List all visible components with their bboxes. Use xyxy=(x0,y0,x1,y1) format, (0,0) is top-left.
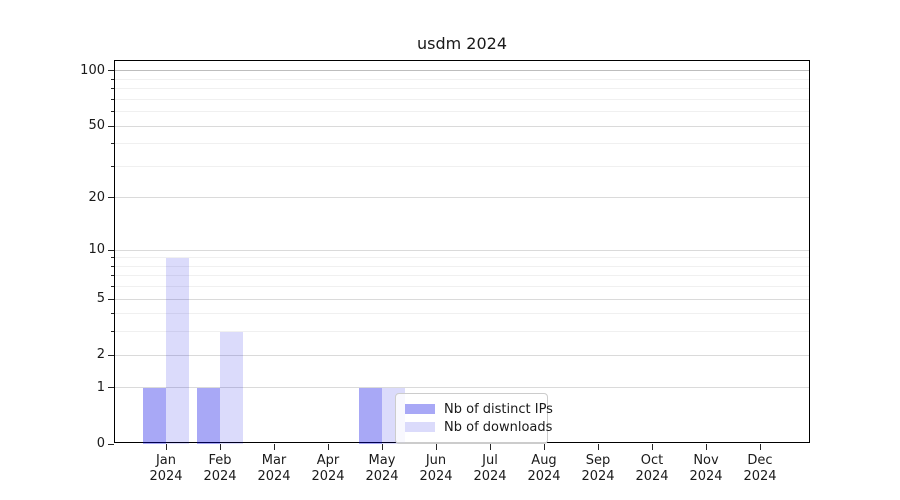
legend-label-downloads: Nb of downloads xyxy=(444,419,553,435)
x-tick-mark xyxy=(219,444,221,450)
y-minor-gridline xyxy=(115,257,809,259)
y-major-gridline xyxy=(115,387,809,389)
x-tick-mark xyxy=(759,444,761,450)
y-tick-label: 20 xyxy=(88,189,105,205)
y-major-gridline xyxy=(115,197,809,199)
x-tick-label-may: May 2024 xyxy=(365,453,399,484)
y-tick-mark xyxy=(108,443,114,445)
y-tick-label: 50 xyxy=(88,118,105,134)
y-major-gridline xyxy=(115,125,809,127)
y-minor-tick-mark xyxy=(111,257,114,259)
y-tick-label: 100 xyxy=(80,62,105,78)
y-minor-tick-mark xyxy=(111,78,114,80)
bar-downloads xyxy=(166,257,189,444)
y-tick-label: 2 xyxy=(96,347,105,363)
y-tick-mark xyxy=(108,387,114,389)
y-tick-mark xyxy=(108,249,114,251)
y-minor-tick-mark xyxy=(111,265,114,267)
y-minor-gridline xyxy=(115,111,809,113)
x-tick-mark xyxy=(435,444,437,450)
y-major-gridline xyxy=(115,354,809,356)
y-minor-gridline xyxy=(115,143,809,145)
x-tick-mark xyxy=(489,444,491,450)
legend-swatch-downloads-icon xyxy=(405,422,435,432)
y-major-gridline xyxy=(115,249,809,251)
x-tick-mark xyxy=(651,444,653,450)
y-tick-mark xyxy=(108,354,114,356)
y-tick-mark xyxy=(108,70,114,72)
y-minor-gridline xyxy=(115,98,809,100)
x-tick-label-oct: Oct 2024 xyxy=(635,453,669,484)
y-tick-mark xyxy=(108,125,114,127)
y-major-gridline xyxy=(115,70,809,72)
y-minor-tick-mark xyxy=(111,331,114,333)
x-tick-label-mar: Mar 2024 xyxy=(257,453,291,484)
plot-area: 0 1 2 5 10 20 50 100 Jan 2024 Feb 2024 Mar 2024 Apr… xyxy=(80,60,810,484)
y-minor-gridline xyxy=(115,313,809,315)
y-minor-tick-mark xyxy=(111,275,114,277)
y-minor-tick-mark xyxy=(111,286,114,288)
y-minor-gridline xyxy=(115,275,809,277)
x-tick-mark xyxy=(273,444,275,450)
x-tick-label-jun: Jun 2024 xyxy=(419,453,453,484)
legend-swatch-distinct-ips-icon xyxy=(405,404,435,414)
y-tick-label: 10 xyxy=(88,242,105,258)
y-minor-tick-mark xyxy=(111,143,114,145)
y-tick-mark xyxy=(108,197,114,199)
y-minor-gridline xyxy=(115,88,809,90)
y-major-gridline xyxy=(115,298,809,300)
chart-title: usdm 2024 xyxy=(416,34,508,53)
y-minor-gridline xyxy=(115,331,809,333)
y-minor-tick-mark xyxy=(111,88,114,90)
x-tick-mark xyxy=(705,444,707,450)
y-minor-tick-mark xyxy=(111,313,114,315)
x-tick-label-jul: Jul 2024 xyxy=(473,453,507,484)
x-tick-mark xyxy=(597,444,599,450)
bar-downloads xyxy=(220,331,243,444)
bar-distinct-ips xyxy=(143,387,166,444)
y-minor-gridline xyxy=(115,78,809,80)
y-tick-label: 1 xyxy=(96,379,105,395)
y-minor-gridline xyxy=(115,165,809,167)
x-tick-label-sep: Sep 2024 xyxy=(581,453,615,484)
y-minor-gridline xyxy=(115,265,809,267)
legend-item-downloads: Nb of downloads xyxy=(405,419,552,435)
x-tick-label-feb: Feb 2024 xyxy=(203,453,237,484)
x-tick-label-aug: Aug 2024 xyxy=(527,453,561,484)
legend-item-distinct-ips: Nb of distinct IPs xyxy=(405,401,553,417)
x-tick-mark xyxy=(165,444,167,450)
legend-label-distinct-ips: Nb of distinct IPs xyxy=(444,401,553,417)
x-tick-label-nov: Nov 2024 xyxy=(689,453,723,484)
y-minor-tick-mark xyxy=(111,111,114,113)
y-minor-tick-mark xyxy=(111,165,114,167)
y-tick-mark xyxy=(108,298,114,300)
legend: Nb of distinct IPs Nb of downloads xyxy=(395,393,553,444)
y-tick-label: 0 xyxy=(96,436,105,451)
y-tick-label: 5 xyxy=(96,291,105,307)
x-tick-label-jan: Jan 2024 xyxy=(149,453,183,484)
x-tick-mark xyxy=(543,444,545,450)
bar-distinct-ips xyxy=(197,387,220,444)
y-minor-gridline xyxy=(115,286,809,288)
y-minor-tick-mark xyxy=(111,98,114,100)
bar-distinct-ips xyxy=(359,387,382,444)
x-tick-mark xyxy=(327,444,329,450)
x-tick-label-apr: Apr 2024 xyxy=(311,453,345,484)
x-tick-label-dec: Dec 2024 xyxy=(743,453,777,484)
x-tick-mark xyxy=(381,444,383,450)
